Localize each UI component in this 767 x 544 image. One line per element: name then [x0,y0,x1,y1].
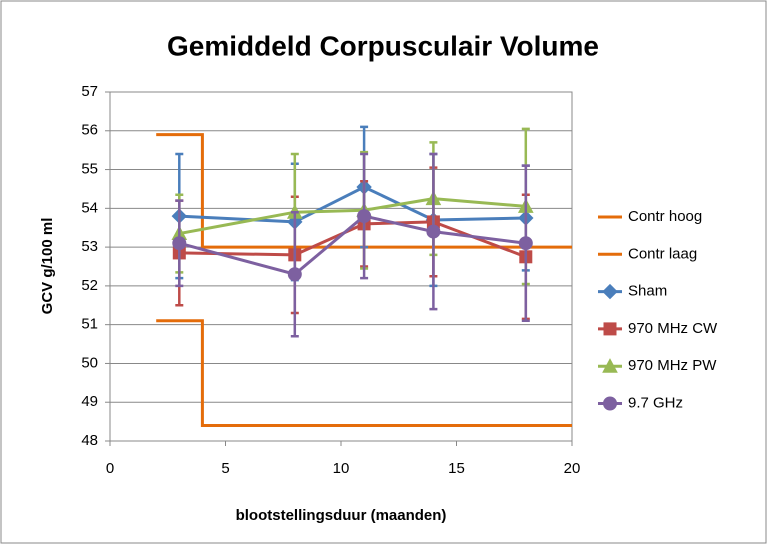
x-tick-label: 5 [221,460,229,477]
x-tick-label: 0 [106,460,114,477]
legend-marker [602,358,618,373]
y-axis-title: GCV g/100 ml [39,218,56,315]
x-tick-label: 15 [448,460,465,477]
data-point [172,236,187,251]
legend-label: Sham [628,283,667,300]
data-point [287,267,302,282]
y-tick-label: 54 [81,199,98,216]
legend-label: 970 MHz CW [628,320,718,337]
chart-title: Gemiddeld Corpusculair Volume [167,30,599,61]
y-tick-label: 55 [81,161,98,178]
y-tick-label: 52 [81,277,98,294]
data-point [426,224,441,239]
legend-label: 970 MHz PW [628,357,717,374]
series-line [156,319,572,427]
legend-label: Contr hoog [628,208,702,225]
y-tick-label: 56 [81,122,98,139]
legend-label: Contr laag [628,245,697,262]
data-point [518,236,533,251]
y-tick-label: 51 [81,316,98,333]
x-tick-label: 10 [333,460,350,477]
y-tick-label: 48 [81,432,98,449]
legend-label: 9.7 GHz [628,394,683,411]
series-line [156,133,572,249]
y-tick-label: 49 [81,393,98,410]
legend-marker [603,322,617,336]
x-axis-title: blootstellingsduur (maanden) [236,507,447,524]
x-tick-label: 20 [564,460,581,477]
data-point [357,209,372,224]
legend-marker [602,283,618,300]
y-tick-label: 53 [81,238,98,255]
legend-marker [603,396,617,411]
y-tick-label: 50 [81,354,98,371]
y-tick-label: 57 [81,83,98,100]
